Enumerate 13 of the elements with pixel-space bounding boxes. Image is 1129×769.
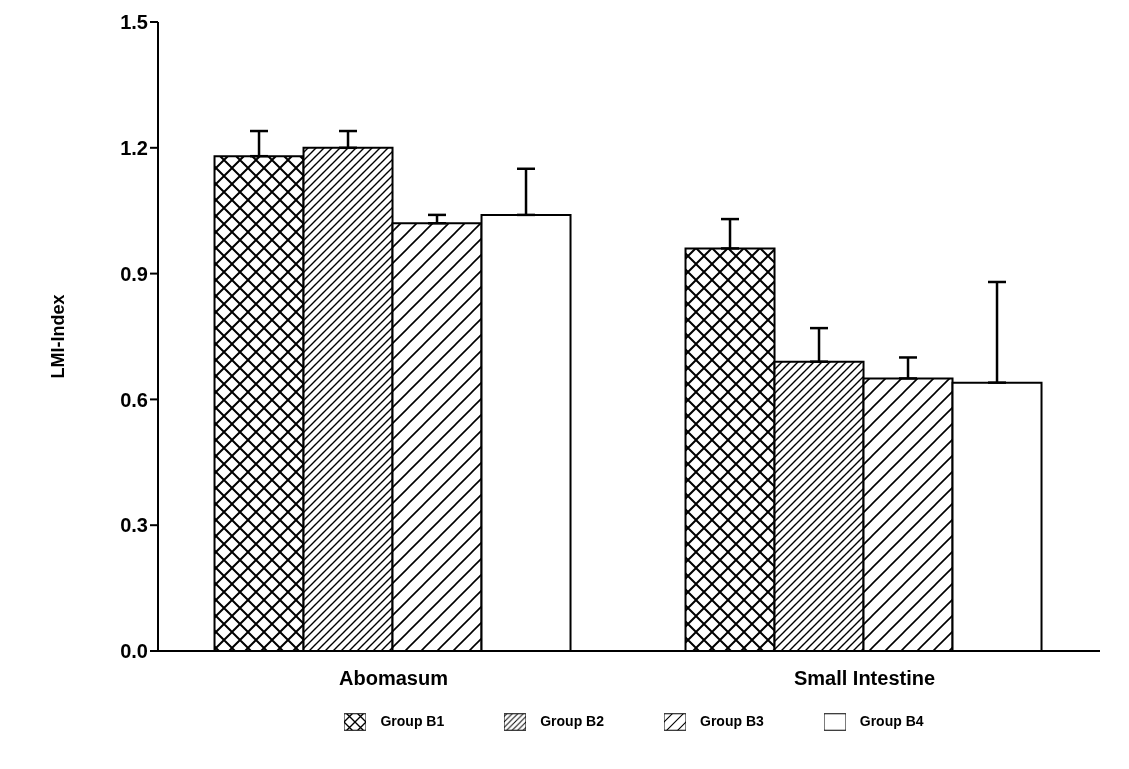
legend-label: Group B1 <box>380 712 445 729</box>
legend-label: Group B3 <box>700 712 764 729</box>
x-tick-label: Abomasum <box>339 667 448 690</box>
y-tick-label: 0.0 <box>120 640 148 663</box>
legend-label: Group B2 <box>540 712 604 729</box>
y-axis-title: LMI-Index <box>48 294 69 379</box>
x-tick-label: Small Intestine <box>793 667 936 690</box>
y-tick-label: 1.5 <box>120 11 148 34</box>
legend-label: Group B4 <box>859 712 924 729</box>
y-tick-label: 0.9 <box>120 262 148 285</box>
y-tick-label: 1.2 <box>120 136 148 159</box>
y-tick-label: 0.6 <box>120 388 148 411</box>
y-tick-label: 0.3 <box>120 514 148 537</box>
